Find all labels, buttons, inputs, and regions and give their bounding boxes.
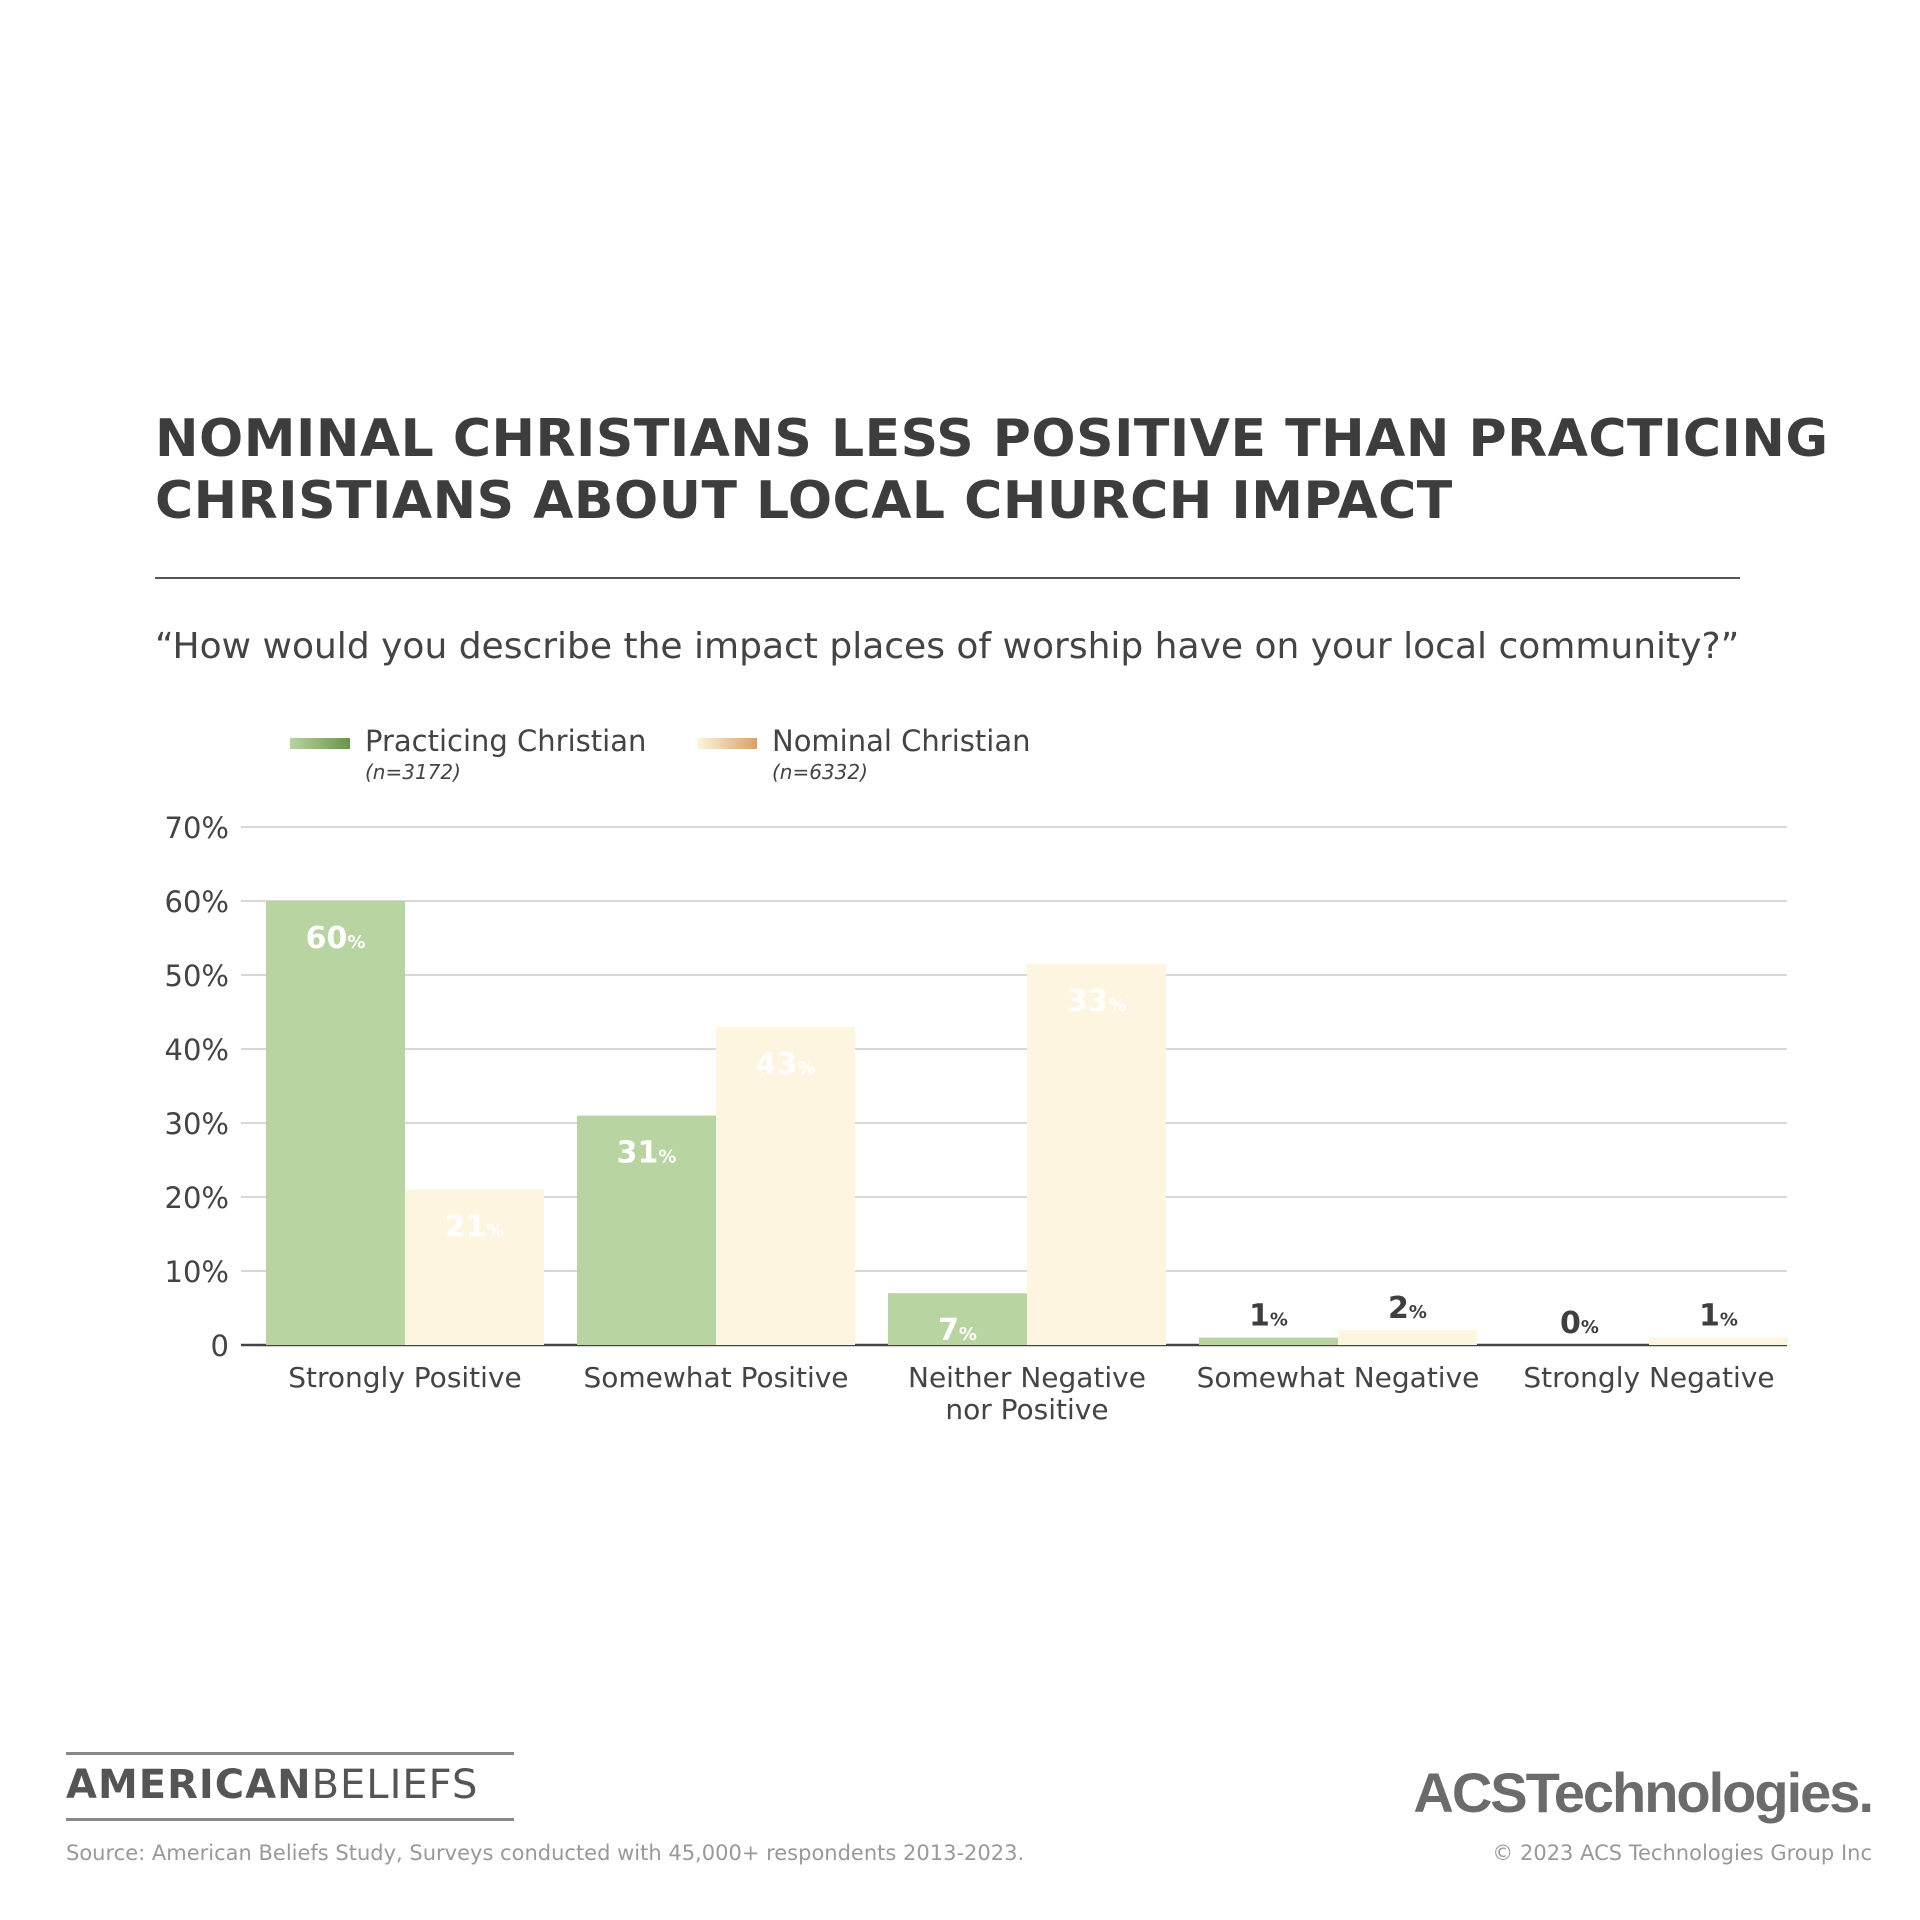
data-label-nominal-0: 21%: [445, 1210, 505, 1245]
x-tick-label-2-line-1: nor Positive: [945, 1393, 1108, 1426]
y-tick-label-30: 30%: [165, 1107, 229, 1141]
bar-practicing-3: [1199, 1337, 1338, 1345]
bar-practicing-2: [888, 1293, 1027, 1345]
y-tick-label-20: 20%: [165, 1181, 229, 1215]
x-tick-label-2-line-0: Neither Negative: [908, 1361, 1146, 1394]
legend-swatch-practicing: [290, 738, 350, 749]
x-tick-label-0: Strongly Positive: [288, 1361, 522, 1394]
acs-technologies-logo: ACSTechnologies.: [1413, 1761, 1874, 1824]
source-note: Source: American Beliefs Study, Surveys …: [66, 1841, 1025, 1865]
y-tick-label-60: 60%: [165, 885, 229, 919]
title-divider: [155, 577, 1740, 579]
y-axis-ticks: 0 10% 20% 30% 40% 50% 60% 70%: [165, 811, 229, 1363]
bar-nominal-0: [405, 1189, 544, 1345]
title-line-2: CHRISTIANS ABOUT LOCAL CHURCH IMPACT: [155, 471, 1453, 531]
bar-practicing-1: [577, 1115, 716, 1345]
bar-nominal-1: [716, 1026, 855, 1345]
data-label-nominal-1: 43%: [756, 1047, 816, 1082]
legend-label-nominal: Nominal Christian: [772, 724, 1031, 758]
logo-text-light: BELIEFS: [311, 1762, 479, 1808]
data-label-practicing-1: 31%: [617, 1136, 677, 1171]
american-beliefs-logo: AMERICANBELIEFS: [66, 1762, 478, 1808]
y-tick-label-10: 10%: [165, 1255, 229, 1289]
x-tick-label-4: Strongly Negative: [1523, 1361, 1774, 1394]
y-tick-label-70: 70%: [165, 811, 229, 845]
data-labels: 60% 21% 31% 43% 7% 33% 1% 2% 0% 1%: [306, 921, 1738, 1348]
x-tick-label-3: Somewhat Negative: [1197, 1361, 1480, 1394]
data-label-nominal-2: 33%: [1067, 984, 1127, 1019]
x-tick-label-1: Somewhat Positive: [583, 1361, 848, 1394]
data-label-practicing-2: 7%: [938, 1313, 977, 1348]
legend-label-practicing: Practicing Christian: [365, 724, 647, 758]
x-axis-ticks: Strongly Positive Somewhat Positive Neithe…: [288, 1361, 1774, 1426]
data-label-practicing-3: 1%: [1249, 1299, 1288, 1334]
footer-logo-rule-bottom: [66, 1818, 514, 1821]
bars: [266, 901, 1788, 1345]
data-label-practicing-4: 0%: [1560, 1306, 1599, 1341]
y-tick-label-40: 40%: [165, 1033, 229, 1067]
bar-nominal-4: [1649, 1337, 1788, 1345]
data-label-practicing-0: 60%: [306, 921, 366, 956]
title-line-1: NOMINAL CHRISTIANS LESS POSITIVE THAN PR…: [155, 409, 1829, 469]
legend-n-practicing: (n=3172): [365, 760, 461, 784]
y-tick-label-0: 0: [211, 1329, 229, 1363]
y-tick-label-50: 50%: [165, 959, 229, 993]
chart-title: NOMINAL CHRISTIANS LESS POSITIVE THAN PR…: [155, 408, 1829, 532]
bar-practicing-0: [266, 901, 405, 1345]
footer-logo-rule-top: [66, 1752, 514, 1755]
legend-swatch-nominal: [697, 738, 757, 749]
data-label-nominal-3: 2%: [1388, 1291, 1427, 1326]
copyright-note: © 2023 ACS Technologies Group Inc: [1492, 1841, 1872, 1865]
bar-nominal-2: [1027, 963, 1166, 1345]
logo-text-bold: AMERICAN: [66, 1762, 312, 1808]
legend-n-nominal: (n=6332): [772, 760, 868, 784]
data-label-nominal-4: 1%: [1699, 1299, 1738, 1334]
bar-nominal-3: [1338, 1330, 1477, 1345]
survey-question: “How would you describe the impact place…: [155, 626, 1740, 667]
